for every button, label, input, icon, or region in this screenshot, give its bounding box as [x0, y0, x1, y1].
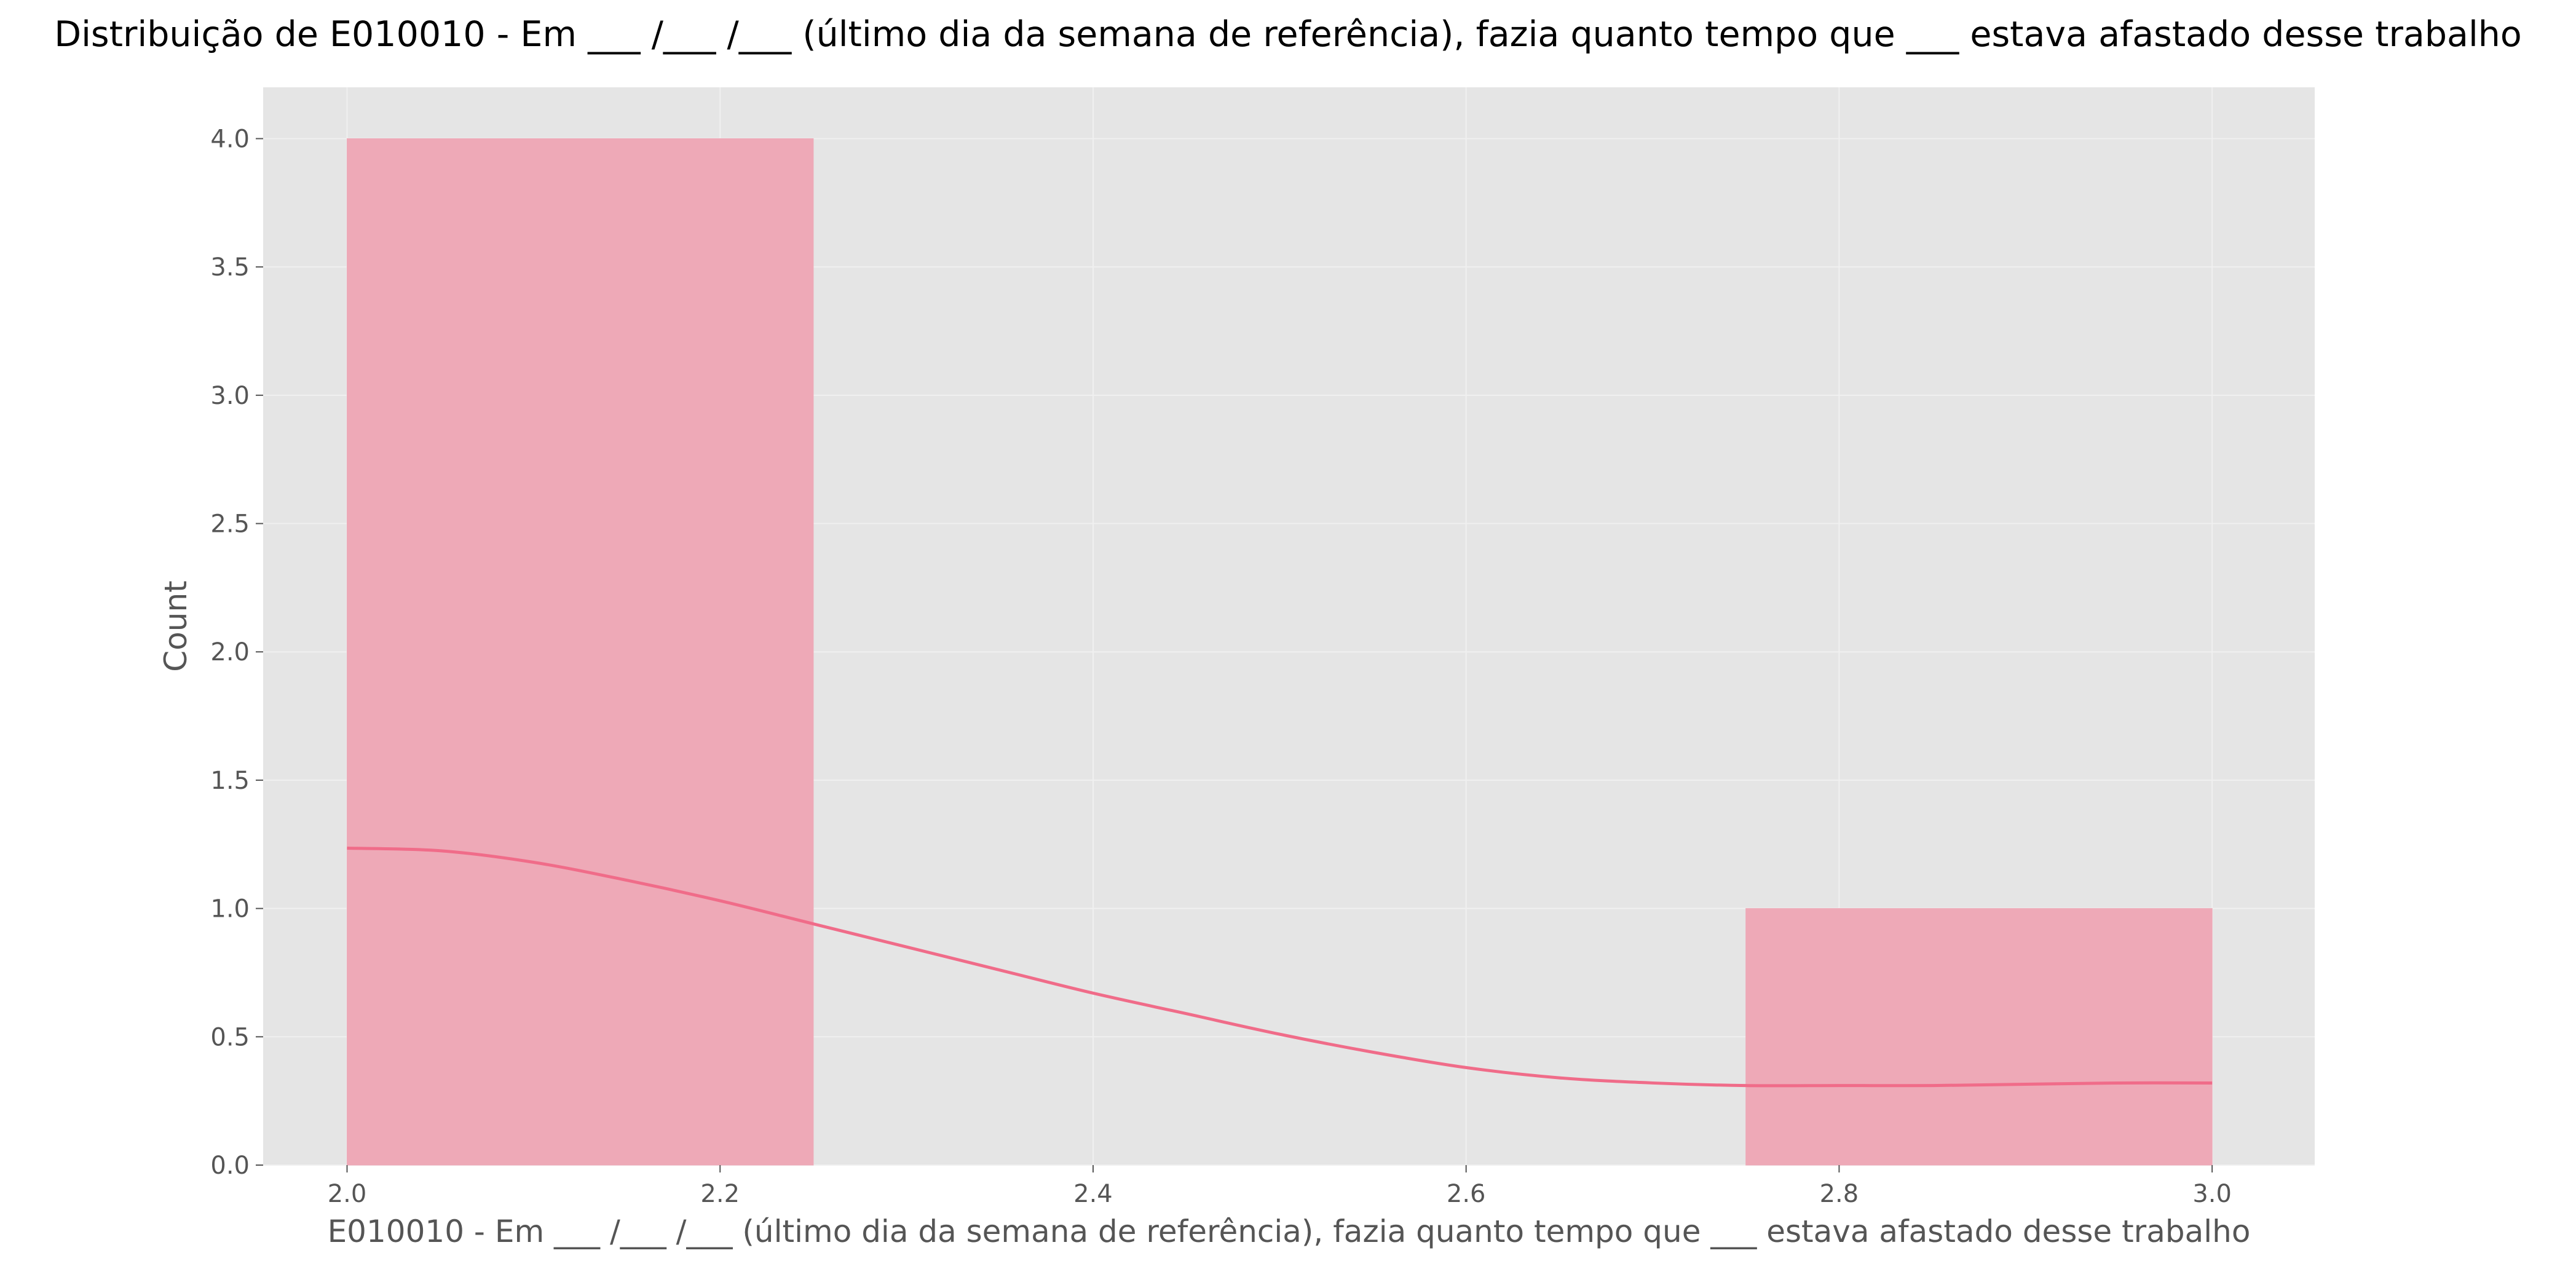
y-tick-label: 1.5	[210, 767, 250, 795]
y-tick-label: 1.0	[210, 895, 250, 923]
y-tick-label: 3.5	[210, 253, 250, 282]
x-tick-label: 2.4	[1073, 1180, 1113, 1208]
histogram-bar	[347, 138, 814, 1166]
histogram-bars	[347, 138, 2213, 1166]
histogram-bar	[1745, 908, 2213, 1166]
kde-curve	[347, 847, 2213, 1088]
y-tick-label: 0.0	[210, 1152, 250, 1180]
x-tick-label: 3.0	[2192, 1180, 2232, 1208]
x-axis-label: E010010 - Em ___ /___ /___ (último dia d…	[328, 1214, 2251, 1249]
y-tick-label: 2.5	[210, 510, 250, 539]
x-tick-label: 2.6	[1447, 1180, 1486, 1208]
x-tick-label: 2.2	[700, 1180, 740, 1208]
axis-ticks: 2.0 2.2 2.4 2.6 2.8 3.0 0.0 0.5 1.0 1.5 2.0 2.5 3.0 3…	[210, 125, 2232, 1208]
x-tick-label: 2.8	[1820, 1180, 1859, 1208]
chart-title: Distribuição de E010010 - Em ___ /___ /_…	[54, 14, 2522, 55]
y-tick-label: 0.5	[210, 1023, 250, 1051]
y-tick-label: 2.0	[210, 638, 250, 666]
y-tick-label: 3.0	[210, 382, 250, 410]
x-tick-label: 2.0	[328, 1180, 367, 1208]
y-axis-label: Count	[158, 580, 194, 672]
y-tick-label: 4.0	[210, 125, 250, 153]
